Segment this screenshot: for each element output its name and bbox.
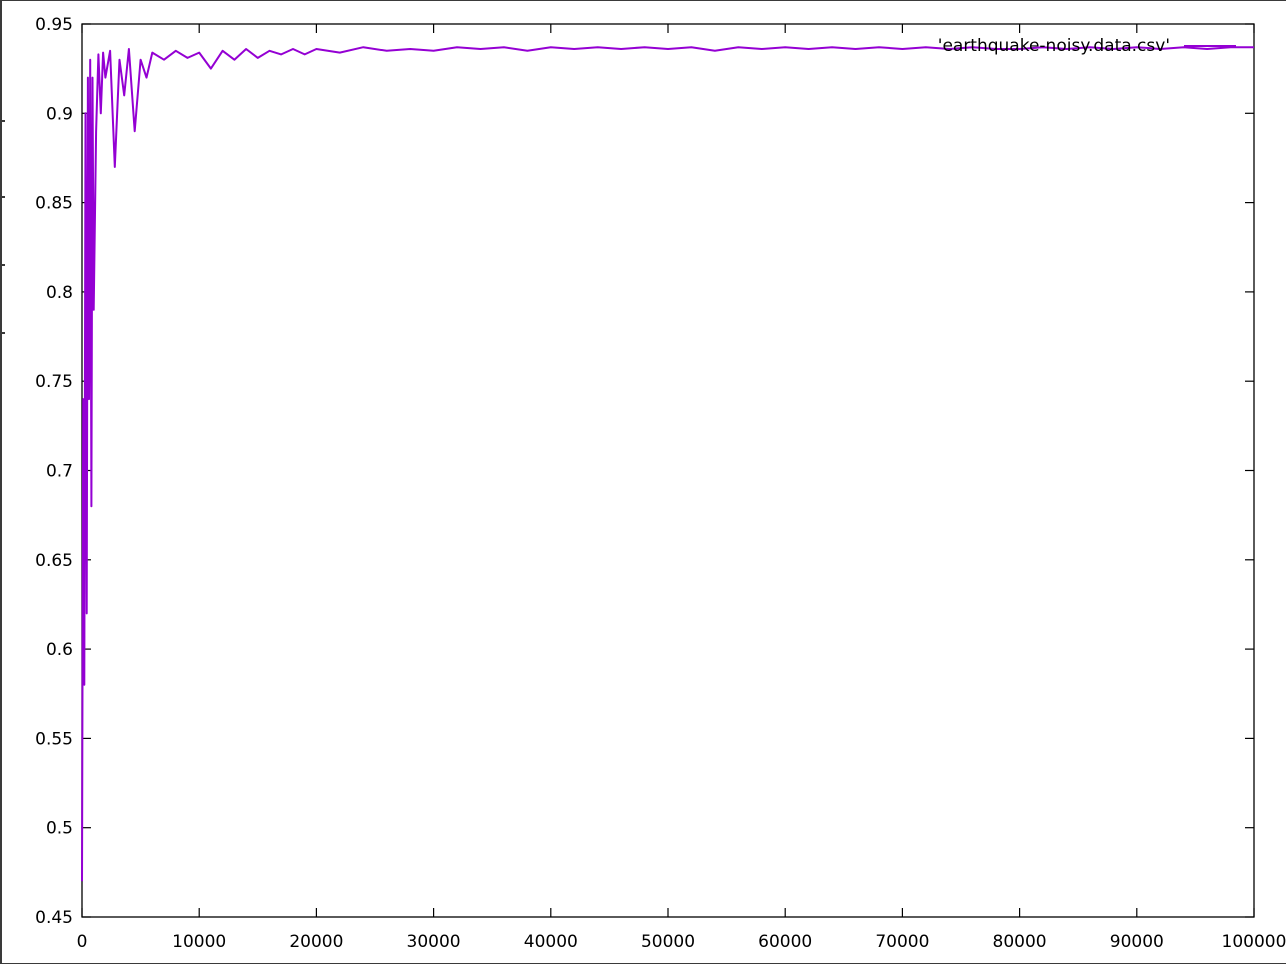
x-tick-label: 100000 [1222,932,1286,952]
x-tick-label: 40000 [524,932,578,952]
axis-tick-labels: 0 10000 20000 30000 40000 50000 60000 70000 8000… [35,15,1286,952]
plot-area-border [81,23,1255,918]
y-tick-label: 0.7 [46,462,73,482]
y-tick-label: 0.6 [46,640,73,660]
x-tick-label: 50000 [641,932,695,952]
x-tick-label: 10000 [172,932,226,952]
x-tick-label: 30000 [407,932,461,952]
legend: 'earthquake-noisy.data.csv' [938,36,1236,56]
y-tick-label: 0.45 [35,908,73,928]
edge-mark [0,196,5,198]
y-tick-label: 0.75 [35,372,73,392]
edge-mark [0,120,5,122]
legend-label: 'earthquake-noisy.data.csv' [938,36,1170,56]
y-tick-label: 0.8 [46,283,73,303]
x-tick-label: 70000 [875,932,929,952]
x-tick-label: 0 [77,932,88,952]
y-tick-label: 0.65 [35,551,73,571]
y-tick-label: 0.5 [46,819,73,839]
edge-mark [0,332,5,334]
x-tick-label: 90000 [1110,932,1164,952]
edge-mark [0,264,5,266]
series-lines [81,46,1254,882]
series-line [81,46,1254,882]
x-tick-label: 60000 [758,932,812,952]
y-tick-label: 0.95 [35,15,73,35]
x-tick-label: 20000 [289,932,343,952]
y-tick-label: 0.55 [35,729,73,749]
y-tick-label: 0.85 [35,194,73,214]
y-tick-label: 0.9 [46,104,73,124]
x-tick-label: 80000 [993,932,1047,952]
